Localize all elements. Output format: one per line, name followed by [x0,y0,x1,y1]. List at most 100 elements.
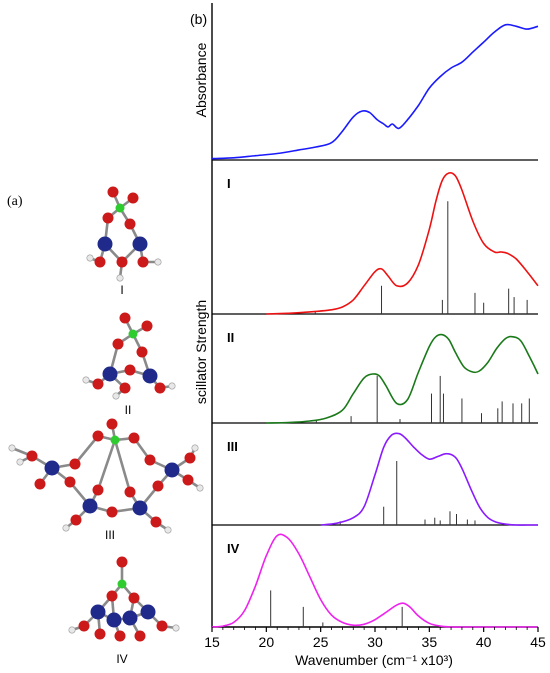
metal-atom [102,366,118,382]
structure-label-II: II [125,403,132,417]
structure-II [82,312,176,400]
metal-atom [82,498,98,514]
metal-atom [90,604,106,620]
oxygen-atom [92,484,104,496]
oxygen-atom [182,474,194,486]
panel-label-IV: IV [227,541,240,556]
oxygen-atom [106,590,118,602]
oxygen-atom [26,450,38,462]
x-tick-label: 20 [259,634,275,650]
hydrogen-atom [16,458,24,466]
oxygen-atom [124,364,136,376]
central-atom [117,579,127,589]
oxygen-atom [69,458,81,470]
hydrogen-atom [68,626,76,634]
oxygen-atom [150,516,162,528]
metal-atom [132,500,148,516]
x-tick-label: 35 [422,634,438,650]
oxygen-atom [119,382,131,394]
panel-label-I: I [227,176,231,191]
panel-label-III: III [227,439,238,454]
metal-atom [140,604,156,620]
spectrum-curve-absorbance [211,23,539,160]
panel-II: II [212,330,539,424]
hydrogen-atom [191,444,199,452]
bond [73,434,100,466]
hydrogen-atom [112,392,120,400]
x-tick-label: 25 [313,634,329,650]
oxygen-atom [124,486,136,498]
hydrogen-atom [62,524,70,532]
oxygen-atom [184,452,196,464]
oxygen-atom [128,432,140,444]
oxygen-atom [124,218,136,230]
spectrum-curve-II [266,333,539,424]
y-axis-label-absorbance: Absorbance [193,42,209,117]
x-axis-label: Wavenumber (cm⁻¹ x10³) [295,652,453,668]
oxygen-atom [106,418,118,430]
metal-atom [106,612,122,628]
x-tick-label: 40 [476,634,492,650]
metal-atom [122,610,138,626]
hydrogen-atom [86,254,94,262]
y-axis-label-oscillator: scillator Strength [193,300,209,404]
structure-III [8,418,204,534]
oxygen-atom [92,378,104,390]
panel-b-label: (b) [190,11,207,27]
oxygen-atom [78,620,90,632]
oxygen-atom [128,592,140,604]
oxygen-atom [116,256,128,268]
hydrogen-atom [196,484,204,492]
oxygen-atom [102,212,114,224]
central-atom [110,435,120,445]
panel-a-label: (a) [7,194,23,209]
x-tick-label: 15 [204,634,220,650]
hydrogen-atom [82,376,90,384]
oxygen-atom [70,514,82,526]
oxygen-atom [127,192,139,204]
oxygen-atom [137,256,149,268]
panel-absorbance [211,23,539,161]
oxygen-atom [64,476,76,488]
structure-label-III: III [105,528,115,542]
oxygen-atom [144,454,156,466]
oxygen-atom [94,628,106,640]
oxygen-atom [116,556,128,568]
oxygen-atom [134,630,146,642]
central-atom [128,329,138,339]
hydrogen-atom [116,274,124,282]
metal-atom [142,368,158,384]
spectra-panel: (b) Absorbance scillator Strength Wavenu… [190,3,546,668]
structures-panel: (a) I II III IV [7,186,204,666]
panel-label-II: II [227,330,234,345]
oxygen-atom [119,312,131,324]
structure-IV [68,556,180,642]
structure-I [86,186,162,282]
panel-III: III [212,432,538,526]
bond [96,438,117,492]
oxygen-atom [106,506,118,518]
hydrogen-atom [8,444,16,452]
metal-atom [97,236,113,252]
oxygen-atom [112,338,124,350]
oxygen-atom [156,620,168,632]
metal-atom [164,462,180,478]
oxygen-atom [136,346,148,358]
oxygen-atom [92,430,104,442]
hydrogen-atom [154,258,162,266]
hydrogen-atom [164,526,172,534]
central-atom [115,203,125,213]
structure-label-IV: IV [116,652,127,666]
oxygen-atom [141,320,153,332]
x-tick-label: 45 [530,634,546,650]
panel-IV: IV [211,533,538,628]
oxygen-atom [152,480,164,492]
metal-atom [132,236,148,252]
spectrum-curve-I [266,171,539,315]
oxygen-atom [114,630,126,642]
oxygen-atom [34,478,46,490]
hydrogen-atom [172,624,180,632]
oxygen-atom [94,256,106,268]
metal-atom [44,460,60,476]
